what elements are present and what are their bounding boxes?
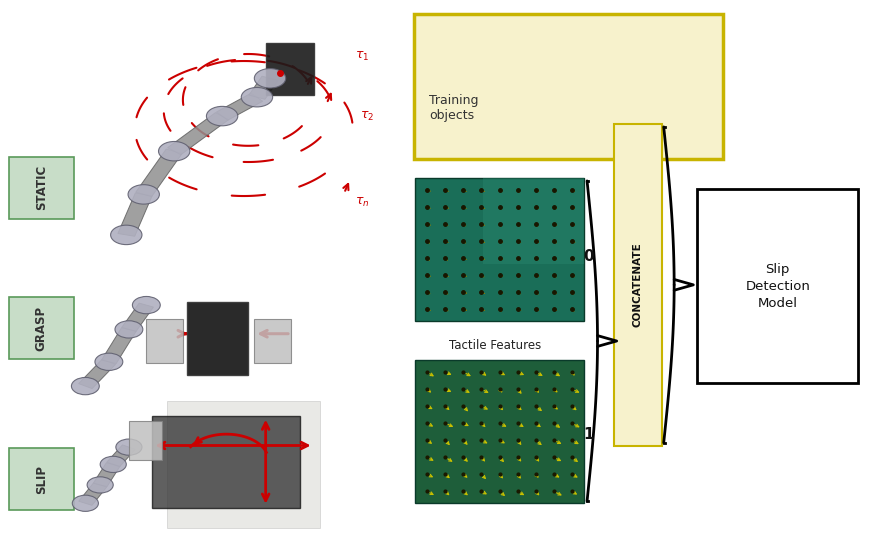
Circle shape — [241, 87, 273, 107]
Polygon shape — [216, 93, 263, 120]
FancyBboxPatch shape — [697, 189, 858, 383]
Circle shape — [159, 141, 190, 161]
FancyBboxPatch shape — [152, 416, 300, 508]
Circle shape — [128, 185, 159, 204]
Text: GRASP: GRASP — [35, 306, 48, 350]
Text: 1: 1 — [584, 427, 594, 442]
Polygon shape — [122, 303, 153, 332]
FancyBboxPatch shape — [9, 157, 74, 219]
Text: $\tau_2$: $\tau_2$ — [360, 110, 374, 123]
FancyBboxPatch shape — [167, 401, 320, 528]
Circle shape — [100, 456, 126, 472]
Text: $\tau_1$: $\tau_1$ — [355, 50, 369, 63]
Circle shape — [206, 106, 238, 126]
Polygon shape — [78, 483, 107, 505]
FancyBboxPatch shape — [415, 178, 584, 321]
Circle shape — [111, 225, 142, 245]
FancyBboxPatch shape — [9, 448, 74, 510]
FancyBboxPatch shape — [254, 319, 291, 363]
Circle shape — [71, 377, 99, 395]
Circle shape — [95, 353, 123, 370]
FancyBboxPatch shape — [614, 124, 662, 446]
Circle shape — [132, 296, 160, 314]
Polygon shape — [118, 193, 152, 237]
Polygon shape — [78, 359, 116, 389]
FancyBboxPatch shape — [146, 319, 183, 363]
Polygon shape — [102, 328, 136, 363]
Text: $\tau_n$: $\tau_n$ — [355, 196, 370, 209]
FancyBboxPatch shape — [187, 302, 248, 375]
Polygon shape — [93, 463, 120, 487]
FancyBboxPatch shape — [129, 421, 162, 460]
Text: STATIC: STATIC — [35, 165, 48, 210]
FancyBboxPatch shape — [414, 14, 723, 159]
Text: SLIP: SLIP — [35, 465, 48, 494]
Polygon shape — [136, 149, 182, 197]
Circle shape — [115, 321, 143, 338]
Polygon shape — [249, 76, 278, 99]
Circle shape — [87, 477, 113, 493]
Text: Slip
Detection
Model: Slip Detection Model — [746, 262, 810, 310]
Text: Training
objects: Training objects — [429, 94, 479, 122]
Text: Tactile Features: Tactile Features — [449, 339, 541, 352]
Circle shape — [254, 69, 286, 88]
Circle shape — [116, 439, 142, 455]
FancyBboxPatch shape — [415, 360, 584, 503]
FancyBboxPatch shape — [9, 297, 74, 359]
Circle shape — [72, 495, 98, 511]
FancyBboxPatch shape — [483, 178, 584, 264]
Text: 0: 0 — [584, 249, 594, 264]
FancyBboxPatch shape — [266, 43, 314, 94]
Polygon shape — [107, 445, 135, 467]
Text: CONCATENATE: CONCATENATE — [632, 243, 643, 327]
Polygon shape — [167, 113, 229, 154]
